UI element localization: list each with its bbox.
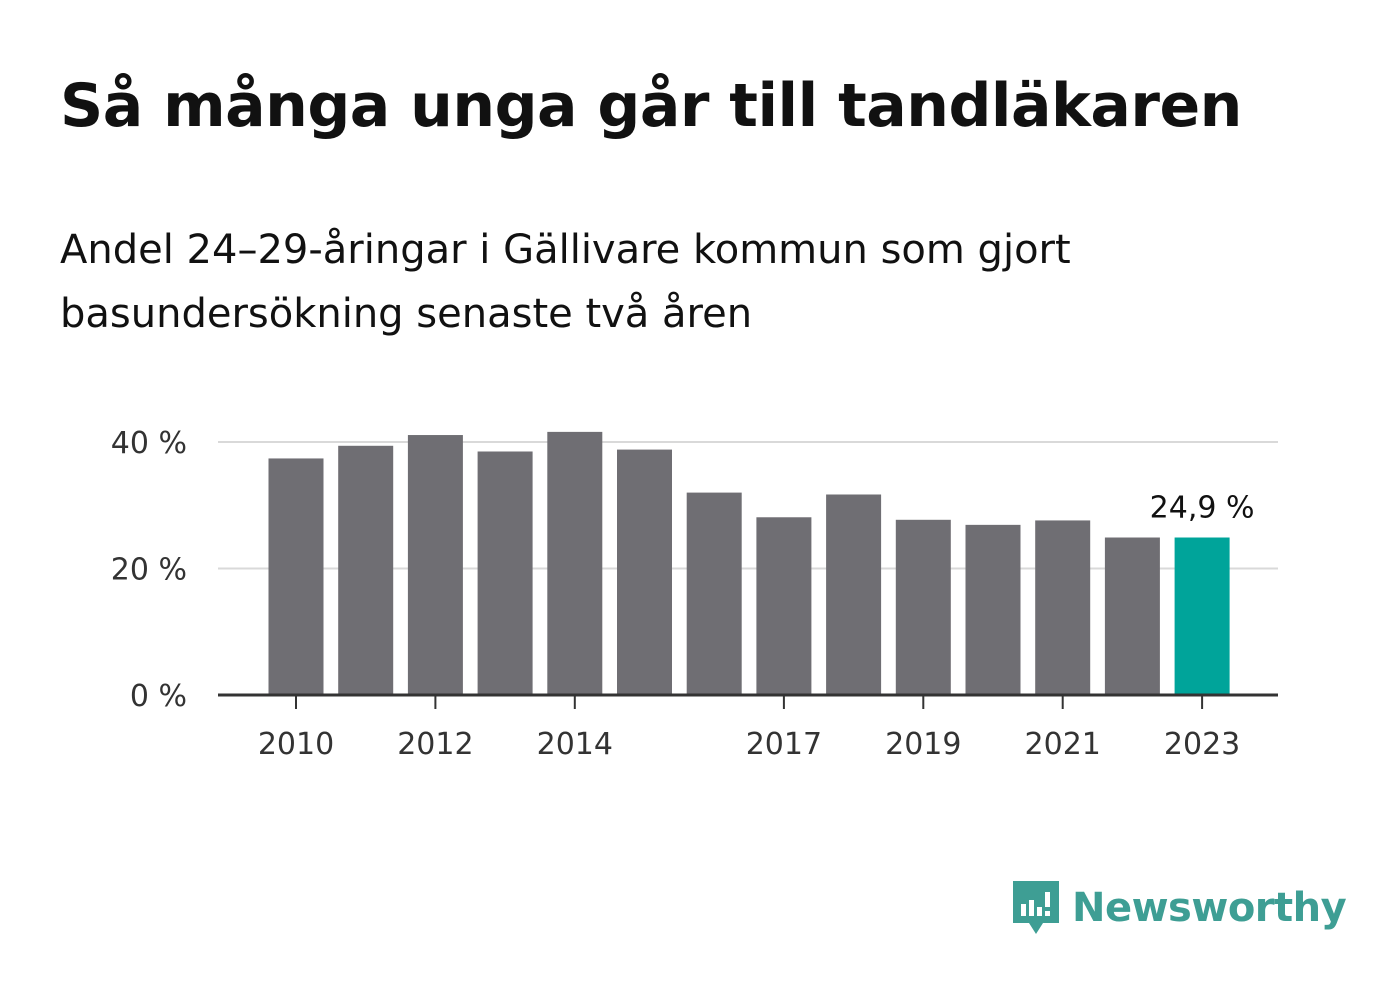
x-tick-label: 2021: [1025, 727, 1101, 762]
data-labels: 24,9 %: [1150, 491, 1255, 526]
bar: [826, 494, 882, 695]
y-tick-label: 20 %: [111, 553, 187, 588]
bar: [407, 435, 463, 695]
bar: [756, 517, 812, 695]
x-axis: [218, 693, 1278, 709]
bar: [1035, 520, 1091, 695]
x-tick-label: 2010: [258, 727, 334, 762]
chart-title: Så många unga går till tandläkaren: [60, 71, 1242, 141]
brand-logo: Newsworthy: [1010, 878, 1347, 938]
x-axis-tick-labels: 2010 2012 2014 2017 2019 2021 2023: [258, 727, 1240, 762]
y-tick-label: 0 %: [130, 679, 187, 714]
bar: [547, 431, 603, 695]
chart-subtitle: Andel 24–29-åringar i Gällivare kommun s…: [60, 227, 1071, 337]
x-tick-label: 2019: [885, 727, 961, 762]
bar: [1104, 537, 1160, 695]
bar: [965, 524, 1021, 695]
y-tick-label: 40 %: [111, 426, 187, 461]
data-label-highlight: 24,9 %: [1150, 491, 1255, 526]
x-tick-label: 2014: [537, 727, 613, 762]
x-tick-label: 2023: [1164, 727, 1240, 762]
x-tick-label: 2012: [397, 727, 473, 762]
bar: [477, 451, 533, 695]
bar: [338, 445, 394, 695]
grid-lines: [218, 441, 1278, 570]
y-axis-tick-labels: 0 % 20 % 40 %: [111, 426, 187, 714]
bar-highlight: [1174, 537, 1230, 695]
bar: [617, 449, 672, 695]
bar: [895, 519, 951, 695]
bar: [686, 492, 742, 695]
newsworthy-logo-icon: [1013, 881, 1059, 934]
bar: [268, 458, 324, 695]
x-tick-label: 2017: [746, 727, 822, 762]
brand-name: Newsworthy: [1072, 885, 1347, 931]
bars: [268, 431, 1230, 695]
